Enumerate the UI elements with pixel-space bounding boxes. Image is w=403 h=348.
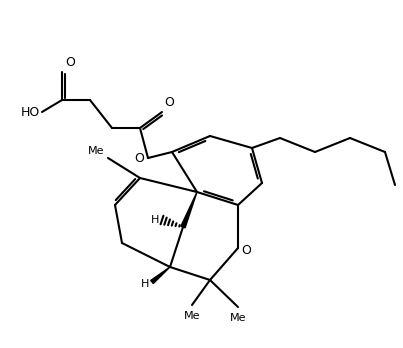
Text: Me: Me [184,311,200,321]
Text: Me: Me [87,146,104,156]
Text: H: H [141,279,149,289]
Text: O: O [241,244,251,256]
Polygon shape [181,192,197,228]
Text: Me: Me [230,313,246,323]
Text: O: O [164,96,174,109]
Text: H: H [151,215,159,225]
Text: O: O [134,152,144,166]
Text: HO: HO [21,105,40,119]
Polygon shape [151,267,170,284]
Text: O: O [65,56,75,69]
